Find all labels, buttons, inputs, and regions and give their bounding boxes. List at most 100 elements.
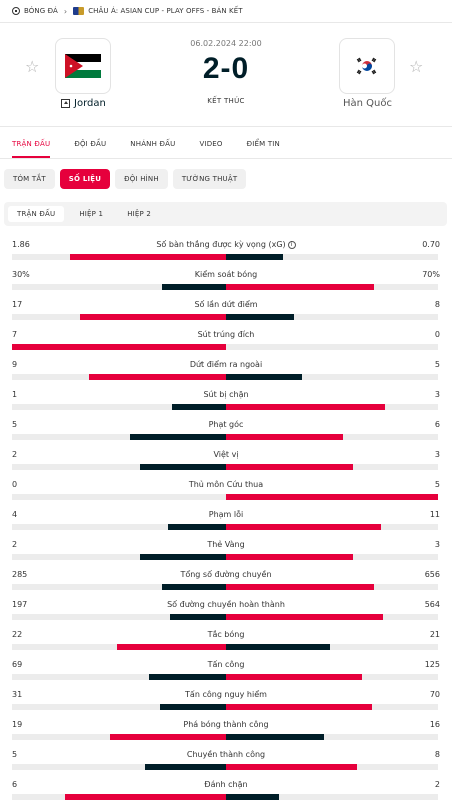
stat-name: Tổng số đường chuyền xyxy=(0,570,452,579)
away-team-logo[interactable] xyxy=(339,38,395,94)
match-datetime: 06.02.2024 22:00 xyxy=(190,39,262,48)
stat-away-bar xyxy=(226,464,353,470)
stat-name: Đánh chặn xyxy=(0,780,452,789)
stat-name-label: Sút trúng đích xyxy=(197,330,255,339)
stat-away-value: 70% xyxy=(422,270,440,279)
stat-row: 2 Thẻ Vàng 3 xyxy=(0,540,452,570)
stat-home-bar xyxy=(70,254,226,260)
stat-home-value: 9 xyxy=(12,360,18,369)
period-tab-first-half[interactable]: HIỆP 1 xyxy=(79,210,104,218)
home-team-logo[interactable] xyxy=(55,38,111,94)
tab-match[interactable]: TRẬN ĐẤU xyxy=(12,134,51,158)
stat-home-value: 7 xyxy=(12,330,18,339)
stat-away-track xyxy=(226,644,438,650)
match-header-divider xyxy=(0,126,452,127)
away-favorite-star-icon[interactable]: ☆ xyxy=(409,57,424,76)
stat-row: 7 Sút trúng đích 0 xyxy=(0,330,452,360)
stat-home-value: 0 xyxy=(12,480,18,489)
stat-name: Kiểm soát bóng xyxy=(0,270,452,279)
stat-away-track xyxy=(226,734,438,740)
period-tab-second-half[interactable]: HIỆP 2 xyxy=(127,210,152,218)
stat-name-label: Tấn công nguy hiểm xyxy=(185,690,267,699)
stat-home-bar xyxy=(162,584,226,590)
stat-away-value: 2 xyxy=(434,780,440,789)
stat-name-label: Kiểm soát bóng xyxy=(194,270,258,279)
stat-name-label: Số đường chuyền hoàn thành xyxy=(167,600,285,609)
stat-away-value: 3 xyxy=(434,450,440,459)
south-korea-flag-icon xyxy=(354,57,380,75)
breadcrumb-competition[interactable]: CHÂU Á: ASIAN CUP - PLAY OFFS - BÁN KẾT xyxy=(88,7,243,15)
stat-home-track xyxy=(12,434,226,440)
tabs-divider xyxy=(0,158,452,159)
home-team-name[interactable]: Jordan xyxy=(61,98,106,109)
match-score: 2-0 xyxy=(202,52,250,85)
stat-away-bar xyxy=(226,494,438,500)
info-icon[interactable]: i xyxy=(287,240,296,249)
stat-away-value: 656 xyxy=(424,570,440,579)
stat-name-label: Số lần dứt điểm xyxy=(194,300,258,309)
stat-home-bar xyxy=(160,704,226,710)
stat-away-value: 70 xyxy=(429,690,440,699)
stat-home-value: 1.86 xyxy=(12,240,30,249)
stat-away-track xyxy=(226,374,438,380)
stat-away-bar xyxy=(226,284,374,290)
subtab-summary[interactable]: TÓM TẮT xyxy=(4,169,55,189)
stat-away-bar xyxy=(226,704,372,710)
stat-row: 31 Tấn công nguy hiểm 70 xyxy=(0,690,452,720)
stat-away-value: 8 xyxy=(434,750,440,759)
stat-home-bar xyxy=(172,404,226,410)
stat-away-bar xyxy=(226,614,383,620)
stat-name: Sút trúng đích xyxy=(0,330,452,339)
stat-home-bar xyxy=(117,644,226,650)
subtab-lineups[interactable]: ĐỘI HÌNH xyxy=(115,169,168,189)
stat-home-value: 5 xyxy=(12,750,18,759)
tab-bracket[interactable]: NHÁNH ĐẤU xyxy=(130,140,176,148)
stat-away-bar xyxy=(226,404,385,410)
subtab-stats[interactable]: SỐ LIỆU xyxy=(59,169,111,189)
stat-away-bar xyxy=(226,374,302,380)
period-tab-match[interactable]: TRẬN ĐẤU xyxy=(8,206,65,222)
subtab-commentary[interactable]: TƯỜNG THUẬT xyxy=(172,169,247,189)
stat-row: 5 Chuyền thành công 8 xyxy=(0,750,452,780)
breadcrumb-sport[interactable]: BÓNG ĐÁ xyxy=(24,7,58,15)
stat-home-bar xyxy=(170,614,226,620)
stat-name-label: Dứt điểm ra ngoài xyxy=(189,360,263,369)
stat-away-value: 5 xyxy=(434,480,440,489)
stat-away-bar xyxy=(226,524,381,530)
stat-name: Phá bóng thành công xyxy=(0,720,452,729)
stat-home-value: 30% xyxy=(12,270,30,279)
stat-home-value: 6 xyxy=(12,780,18,789)
breadcrumb: BÓNG ĐÁ › CHÂU Á: ASIAN CUP - PLAY OFFS … xyxy=(12,4,243,18)
home-favorite-star-icon[interactable]: ☆ xyxy=(25,57,40,76)
stat-home-bar xyxy=(145,764,226,770)
stat-home-bar xyxy=(130,434,226,440)
stat-away-track xyxy=(226,254,438,260)
stat-home-bar xyxy=(12,344,226,350)
tab-news[interactable]: ĐIỂM TIN xyxy=(246,140,280,148)
stat-away-value: 3 xyxy=(434,540,440,549)
chevron-right-icon: › xyxy=(63,6,68,16)
soccer-ball-icon xyxy=(12,7,20,15)
stat-name: Dứt điểm ra ngoài xyxy=(0,360,452,369)
stat-name: Số đường chuyền hoàn thành xyxy=(0,600,452,609)
stat-home-track xyxy=(12,704,226,710)
away-team-name[interactable]: Hàn Quốc xyxy=(343,98,392,109)
stat-away-value: 16 xyxy=(429,720,440,729)
stat-name-label: Thẻ Vàng xyxy=(207,540,245,549)
stat-name: Chuyền thành công xyxy=(0,750,452,759)
stat-name-label: Tấn công xyxy=(207,660,245,669)
stat-name: Số lần dứt điểm xyxy=(0,300,452,309)
stat-home-value: 197 xyxy=(12,600,28,609)
stat-name-label: Sút bị chặn xyxy=(203,390,249,399)
stat-away-bar xyxy=(226,554,353,560)
tab-head-to-head[interactable]: ĐỘI ĐẦU xyxy=(74,140,107,148)
stat-name: Việt vị xyxy=(0,450,452,459)
stat-row: 285 Tổng số đường chuyền 656 xyxy=(0,570,452,600)
stat-name-label: Chuyền thành công xyxy=(186,750,266,759)
stat-away-bar xyxy=(226,314,294,320)
stat-away-bar xyxy=(226,794,279,800)
stat-home-bar xyxy=(89,374,226,380)
asian-cup-flag-icon xyxy=(73,7,85,15)
stat-home-track xyxy=(12,764,226,770)
tab-video[interactable]: VIDEO xyxy=(199,140,223,148)
